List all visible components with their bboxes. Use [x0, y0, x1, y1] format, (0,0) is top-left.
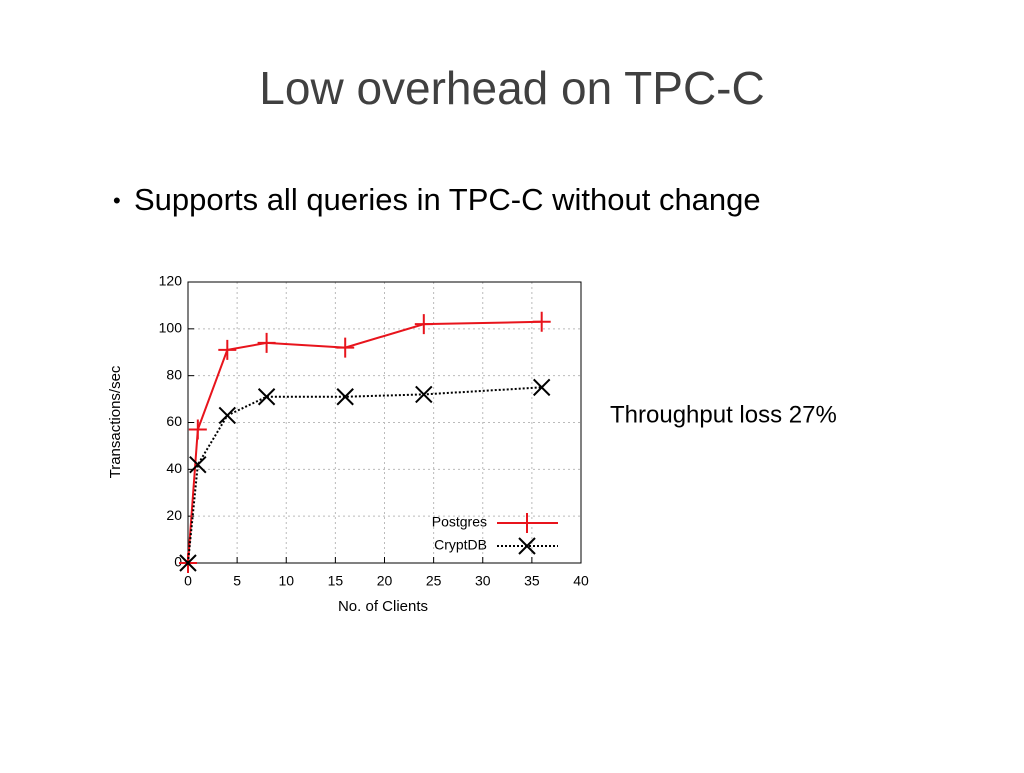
data-point: [415, 385, 433, 404]
slide-title: Low overhead on TPC-C: [259, 62, 764, 114]
legend-marker: [518, 513, 536, 533]
x-tick-label: 15: [328, 573, 344, 589]
x-tick-label: 35: [524, 573, 540, 589]
y-tick-label: 120: [159, 273, 183, 289]
data-point: [218, 406, 237, 425]
y-tick-label: 0: [174, 554, 182, 570]
data-point: [414, 314, 433, 335]
y-tick-label: 80: [166, 366, 182, 382]
x-tick-label: 20: [377, 573, 393, 589]
y-axis-label: Transactions/sec: [107, 365, 124, 478]
data-point: [532, 311, 551, 332]
x-tick-label: 5: [233, 573, 241, 589]
data-point: [189, 455, 207, 474]
bullet-dot: •: [113, 188, 121, 213]
data-point: [257, 388, 276, 406]
data-point: [532, 378, 551, 397]
x-tick-label: 10: [278, 573, 294, 589]
x-tick-label: 25: [426, 573, 442, 589]
x-tick-label: 0: [184, 573, 192, 589]
y-tick-label: 60: [166, 413, 182, 429]
x-tick-label: 30: [475, 573, 491, 589]
annotation: Throughput loss 27%: [610, 401, 837, 428]
legend-label: Postgres: [432, 514, 487, 530]
series-line: [187, 386, 542, 564]
y-tick-label: 40: [166, 460, 182, 476]
legend-marker: [518, 537, 536, 555]
x-tick-label: 40: [573, 573, 589, 589]
data-point: [336, 337, 355, 358]
data-point: [257, 332, 276, 353]
y-tick-label: 100: [159, 320, 183, 336]
data-point: [336, 388, 354, 406]
data-point: [179, 554, 197, 572]
data-point: [218, 339, 237, 360]
series-line: [187, 320, 542, 564]
y-tick-label: 20: [166, 507, 182, 523]
plot-frame: [187, 281, 582, 564]
x-axis-label: No. of Clients: [338, 598, 428, 615]
legend-label: CryptDB: [434, 537, 487, 553]
bullet-text: Supports all queries in TPC-C without ch…: [134, 182, 761, 217]
data-point: [188, 419, 207, 440]
